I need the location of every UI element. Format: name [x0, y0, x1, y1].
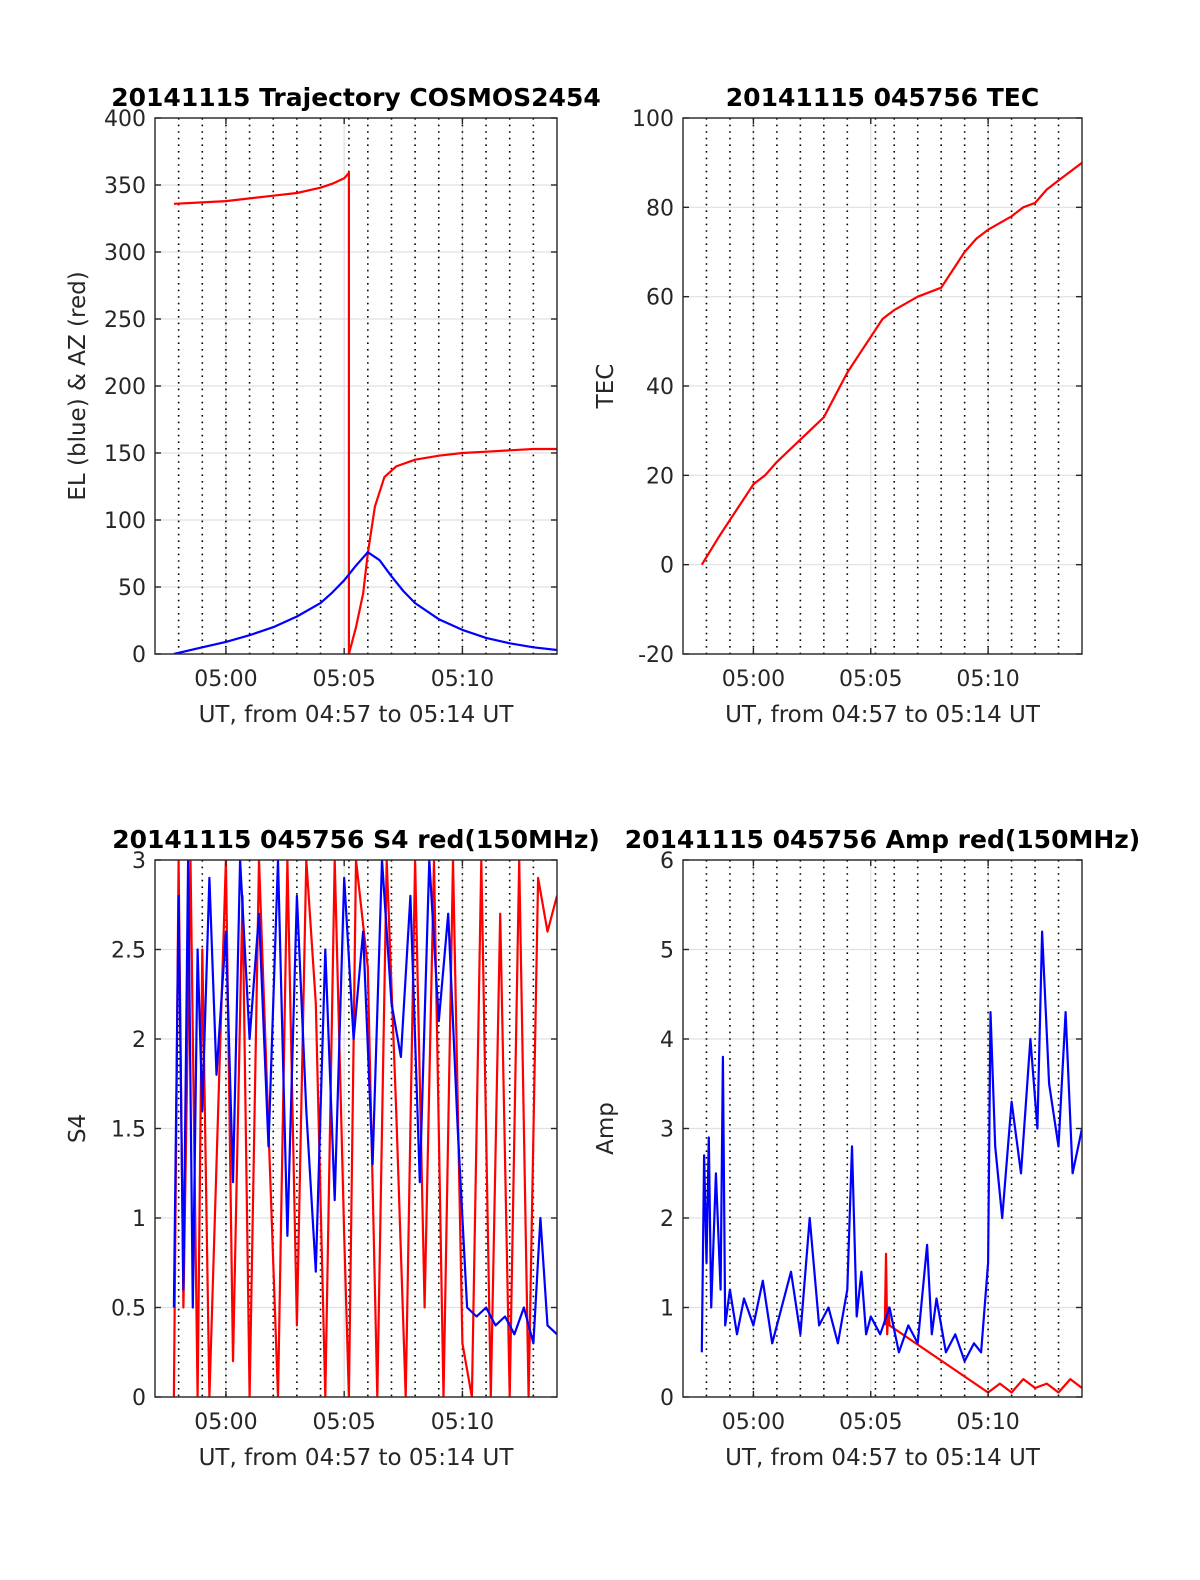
y-axis-label: Amp [593, 1102, 619, 1155]
series-line-2 [173, 551, 557, 654]
x-tick-label: 05:10 [431, 1410, 494, 1435]
chart-panel-3: 0 0.5 1 1.5 2 2.5 3 05:00 05:05 05:10 UT, from 04:… [65, 825, 600, 1471]
x-tick-label: 05:05 [839, 1410, 902, 1435]
y-tick-label: 1 [660, 1297, 674, 1322]
y-tick-label: 0 [132, 643, 146, 668]
y-tick-label: 80 [646, 196, 674, 221]
y-axis-label: EL (blue) & AZ (red) [65, 271, 91, 500]
y-axis-label: TEC [593, 364, 619, 410]
y-tick-label: 20 [646, 464, 674, 489]
y-tick-label: 40 [646, 375, 674, 400]
x-tick-label: 05:05 [839, 667, 902, 692]
x-tick-label: 05:10 [431, 667, 494, 692]
y-tick-label: 2 [660, 1207, 674, 1232]
x-tick-label: 05:00 [722, 667, 785, 692]
y-tick-label: 60 [646, 286, 674, 311]
y-tick-label: 0.5 [111, 1297, 146, 1322]
y-tick-label: 350 [104, 174, 146, 199]
y-tick-label: 0 [660, 554, 674, 579]
y-tick-label: 5 [660, 939, 674, 964]
y-tick-label: 250 [104, 308, 146, 333]
chart-title: 20141115 Trajectory COSMOS2454 [111, 83, 601, 112]
x-tick-label: 05:00 [194, 667, 257, 692]
y-tick-label: 3 [660, 1118, 674, 1143]
series-line-1 [172, 860, 557, 1397]
y-tick-label: 4 [660, 1028, 674, 1053]
x-tick-label: 05:10 [956, 1410, 1019, 1435]
y-tick-label: 6 [660, 849, 674, 874]
y-tick-label: 400 [104, 107, 146, 132]
y-tick-label: 0 [132, 1386, 146, 1411]
y-tick-label: 3 [132, 849, 146, 874]
chart-title: 20141115 045756 S4 red(150MHz) [112, 825, 600, 854]
x-axis-label: UT, from 04:57 to 05:14 UT [725, 1445, 1041, 1471]
y-tick-label: 2 [132, 1028, 146, 1053]
series-line-1 [173, 171, 557, 654]
series-line-1 [883, 1252, 1082, 1394]
x-tick-label: 05:00 [194, 1410, 257, 1435]
y-tick-label: 100 [104, 509, 146, 534]
chart-title: 20141115 045756 TEC [726, 83, 1039, 112]
y-tick-label: 50 [118, 576, 146, 601]
x-tick-label: 05:05 [312, 667, 375, 692]
chart-panel-4: 0 1 2 3 4 5 6 05:00 05:05 05:10 UT, from 04:57 to … [593, 825, 1140, 1471]
y-tick-label: 200 [104, 375, 146, 400]
series-line-1 [700, 161, 1082, 566]
y-tick-label: 1 [132, 1207, 146, 1232]
y-tick-label: -20 [638, 643, 674, 668]
y-tick-label: 1.5 [111, 1118, 146, 1143]
y-tick-label: 150 [104, 442, 146, 467]
x-axis-label: UT, from 04:57 to 05:14 UT [725, 702, 1041, 728]
series-line-2 [172, 860, 557, 1345]
x-tick-label: 05:00 [722, 1410, 785, 1435]
x-axis-label: UT, from 04:57 to 05:14 UT [199, 702, 515, 728]
y-tick-label: 2.5 [111, 939, 146, 964]
chart-title: 20141115 045756 Amp red(150MHz) [625, 825, 1141, 854]
y-tick-label: 100 [632, 107, 674, 132]
x-tick-label: 05:05 [312, 1410, 375, 1435]
series-line-2 [700, 930, 1082, 1363]
y-tick-label: 300 [104, 241, 146, 266]
y-tick-label: 0 [660, 1386, 674, 1411]
chart-panel-2: -20 0 20 40 60 80 100 05:00 05:05 05:10 UT, from 0… [593, 83, 1083, 728]
y-axis-label: S4 [65, 1114, 91, 1143]
x-tick-label: 05:10 [956, 667, 1019, 692]
chart-panel-1: 0 50 100 150 200 250 300 350 400 05:00 05:05 05:10 U… [65, 83, 601, 728]
x-axis-label: UT, from 04:57 to 05:14 UT [199, 1445, 515, 1471]
